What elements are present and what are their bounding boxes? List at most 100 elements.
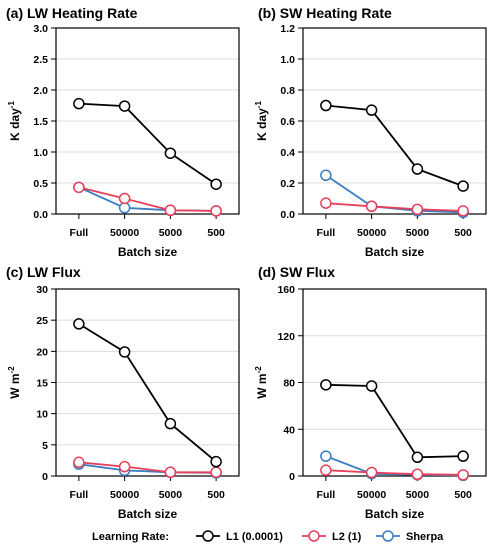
data-point-l1-d-2 — [411, 451, 424, 464]
chart-title-b: (b) SW Heating Rate — [258, 5, 392, 21]
x-tick-label-a-1: 50000 — [110, 227, 139, 239]
series-l2-b — [320, 197, 469, 217]
y-axis-label-base-b: K day — [255, 108, 269, 141]
chart-panel-a: (a) LW Heating Rate 0.0 0.5 1.0 1.5 2.0 2.5 3.0… — [6, 5, 240, 259]
y-tick-label-d-0: 0 — [289, 471, 295, 483]
x-axis-label-b: Batch size — [365, 245, 425, 259]
chart-panels: (a) LW Heating Rate 0.0 0.5 1.0 1.5 2.0 2.5 3.0… — [6, 5, 487, 521]
y-axis-label-b: K day-1 — [254, 101, 269, 141]
data-point-sherpa-d-0 — [320, 450, 332, 462]
series-line-l1-c — [78, 323, 217, 463]
legend-label-sherpa: Sherpa — [406, 531, 444, 543]
y-tick-label-d-4: 160 — [277, 284, 295, 296]
y-axis-label-sup-d: -2 — [254, 366, 263, 374]
data-point-l1-d-0 — [320, 379, 332, 391]
series-l2-a — [73, 181, 222, 217]
series-line-sherpa-b — [325, 174, 464, 214]
data-point-l2-c-3 — [210, 466, 222, 479]
x-axis-label-a: Batch size — [118, 245, 178, 259]
data-point-l2-d-1 — [365, 466, 378, 479]
x-tick-label-b-3: 500 — [454, 227, 472, 239]
legend-label-l2: L2 (1) — [332, 531, 362, 543]
data-point-l2-c-1 — [118, 460, 131, 473]
chart-title-d: (d) SW Flux — [258, 264, 335, 280]
data-point-l1-a-3 — [210, 178, 222, 190]
y-axis-label-d: W m-2 — [254, 366, 269, 399]
series-line-l1-d — [325, 383, 464, 459]
series-l1-a — [73, 97, 222, 190]
y-axis-label-c: W m-2 — [7, 366, 22, 399]
legend: Learning Rate: L1 (0.0001) L2 (1) Sherpa — [92, 530, 444, 543]
data-point-l1-b-3 — [457, 180, 469, 192]
series-line-l2-a — [78, 186, 217, 212]
data-point-l2-a-2 — [164, 204, 177, 217]
chart-panel-b: (b) SW Heating Rate 0.0 0.2 0.4 0.6 0.8 1.0 1.2… — [254, 5, 487, 259]
y-tick-label-b-0: 0.0 — [280, 209, 295, 221]
y-tick-label-b-4: 0.8 — [280, 85, 295, 97]
y-tick-label-a-1: 0.5 — [33, 178, 48, 190]
series-l2-d — [320, 464, 469, 481]
x-tick-label-c-3: 500 — [207, 489, 225, 501]
y-tick-label-a-2: 1.0 — [33, 147, 48, 159]
y-tick-label-b-6: 1.2 — [280, 23, 295, 35]
chart-panel-d: (d) SW Flux 0 40 80 120 160 Full 50000 5000 500 Ba… — [254, 264, 487, 521]
data-point-l1-a-1 — [118, 100, 131, 112]
data-point-l1-c-2 — [164, 417, 177, 430]
data-point-l1-b-1 — [365, 104, 378, 116]
data-point-l1-b-2 — [411, 163, 424, 175]
legend-title: Learning Rate: — [92, 531, 169, 543]
series-l2-c — [73, 456, 222, 479]
y-tick-label-d-3: 120 — [277, 331, 295, 343]
legend-marker-l2 — [308, 530, 320, 542]
y-tick-label-c-1: 5 — [42, 440, 48, 452]
data-point-l1-d-3 — [457, 450, 469, 462]
series-line-l2-d — [325, 469, 464, 476]
data-point-l1-c-0 — [73, 318, 85, 330]
series-line-sherpa-a — [78, 186, 217, 212]
data-point-l1-a-0 — [73, 97, 85, 110]
x-tick-label-c-1: 50000 — [110, 489, 139, 501]
chart-title-a: (a) LW Heating Rate — [6, 5, 138, 21]
data-point-l1-c-3 — [210, 455, 222, 468]
x-tick-label-c-2: 5000 — [159, 489, 183, 501]
chart-title-c: (c) LW Flux — [6, 264, 81, 280]
x-tick-label-b-0: Full — [317, 227, 336, 239]
y-tick-label-c-3: 15 — [36, 378, 48, 390]
data-point-l2-b-1 — [365, 200, 378, 212]
legend-marker-sherpa — [382, 530, 394, 542]
y-tick-label-c-6: 30 — [36, 284, 48, 296]
series-line-l1-b — [325, 104, 464, 187]
y-tick-label-d-2: 80 — [283, 378, 295, 390]
data-point-l2-c-2 — [164, 466, 177, 479]
chart-panel-c: (c) LW Flux 0 5 10 15 20 25 30 Full 50000 5000 500 B… — [6, 264, 240, 521]
x-tick-label-b-1: 50000 — [357, 227, 386, 239]
y-axis-label-base-c: W m — [8, 373, 22, 398]
data-point-l2-b-2 — [411, 203, 424, 216]
data-point-l1-a-2 — [164, 147, 177, 159]
y-tick-label-a-0: 0.0 — [33, 209, 48, 221]
series-l1-b — [320, 99, 469, 192]
x-axis-label-d: Batch size — [365, 507, 425, 521]
legend-item-sherpa: Sherpa — [376, 530, 444, 543]
data-point-l2-c-0 — [73, 456, 85, 469]
data-point-l2-d-3 — [457, 469, 469, 481]
series-line-l1-a — [78, 102, 217, 185]
y-axis-label-base-d: W m — [255, 373, 269, 398]
data-point-l2-d-0 — [320, 464, 332, 476]
x-tick-label-b-2: 5000 — [406, 227, 430, 239]
y-tick-label-c-5: 25 — [36, 315, 48, 327]
y-tick-label-a-4: 2.0 — [33, 85, 48, 97]
legend-item-l1: L1 (0.0001) — [196, 530, 283, 543]
y-axis-label-sup-b: -1 — [254, 101, 263, 109]
x-tick-label-d-3: 500 — [454, 489, 472, 501]
data-point-l2-a-3 — [210, 205, 222, 217]
x-tick-label-a-3: 500 — [207, 227, 225, 239]
data-point-sherpa-a-1 — [118, 202, 131, 214]
series-sherpa-c — [73, 458, 222, 479]
y-tick-label-b-1: 0.2 — [280, 178, 295, 190]
x-tick-label-d-2: 5000 — [406, 489, 430, 501]
y-axis-label-sup-a: -1 — [7, 101, 16, 109]
y-tick-label-a-5: 2.5 — [33, 54, 48, 66]
data-point-l2-a-0 — [73, 181, 85, 194]
